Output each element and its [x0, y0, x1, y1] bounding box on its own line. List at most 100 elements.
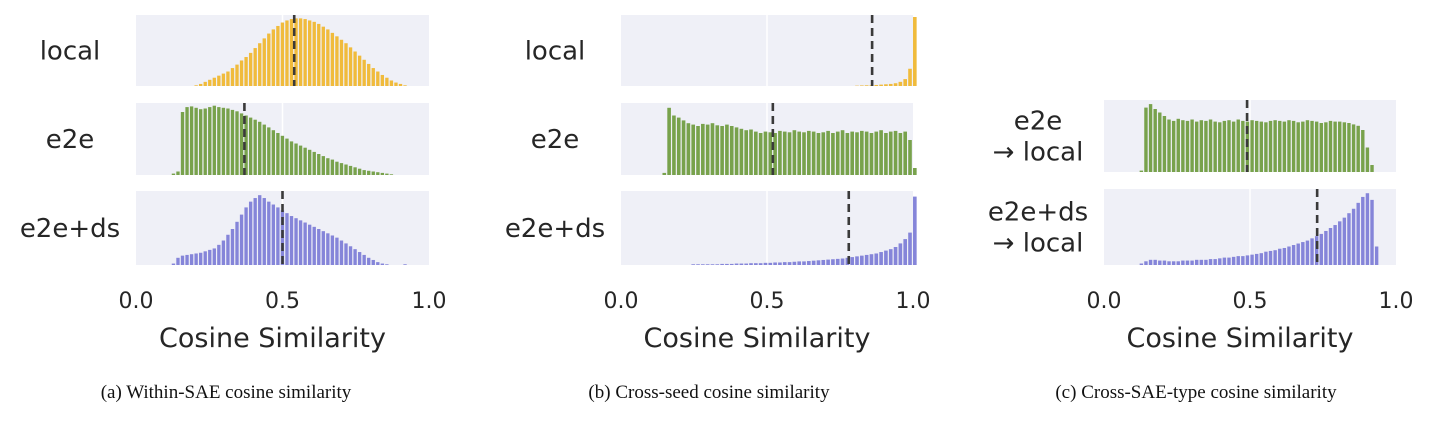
histogram-bar — [344, 164, 348, 175]
histogram-bar — [850, 257, 854, 265]
histogram-bar — [782, 131, 787, 175]
histogram-bar — [199, 252, 203, 265]
histogram-bar — [235, 111, 239, 175]
histogram-bar — [317, 23, 321, 86]
histogram-bar — [239, 60, 244, 86]
histogram-bar — [840, 130, 845, 175]
histogram-bar — [1148, 259, 1153, 265]
histogram-bar — [913, 168, 917, 175]
histogram-bar — [230, 229, 235, 265]
histogram-bar — [308, 224, 312, 265]
histogram-bar — [1144, 107, 1148, 172]
histogram-bar — [180, 112, 185, 175]
histogram-bar — [845, 257, 850, 265]
histogram-bar — [389, 174, 394, 175]
histogram-bar — [1190, 260, 1194, 265]
histogram-bar — [1374, 246, 1379, 265]
histogram-bar — [893, 130, 898, 175]
histogram-bar — [303, 147, 307, 175]
histogram-bar — [308, 20, 312, 87]
subplot-2: local e2e e2e+ds 0.0 0.5 1.0 Cosine Similarity… — [505, 15, 931, 403]
histogram-bar — [696, 126, 700, 175]
histogram-bar — [248, 201, 253, 265]
histogram-bar — [855, 256, 859, 265]
histogram-bar — [1273, 250, 1277, 265]
histogram-bar — [376, 262, 380, 265]
histogram-bar — [729, 263, 734, 265]
histogram-bar — [303, 19, 307, 86]
histogram-bar — [874, 84, 879, 86]
histogram-bar — [330, 32, 335, 86]
histogram-bar — [739, 263, 744, 265]
histogram-bar — [1314, 121, 1319, 172]
row-label: e2e — [531, 125, 580, 155]
histogram-bar — [1204, 259, 1208, 265]
histogram-bar — [208, 249, 212, 265]
row-label: local — [525, 37, 586, 67]
histogram-bar — [1370, 199, 1374, 265]
x-tick-label: 1.0 — [896, 289, 931, 314]
histogram-bar — [194, 253, 198, 265]
histogram-bar — [244, 115, 248, 175]
histogram-bar — [394, 82, 398, 86]
histogram-bar — [1310, 238, 1314, 265]
histogram-bar — [1301, 242, 1305, 265]
histogram-bar — [860, 255, 864, 265]
histogram-bar — [739, 128, 744, 175]
histogram-row: e2e+ds — [505, 191, 917, 265]
histogram-bar — [335, 161, 339, 175]
histogram-bar — [253, 48, 257, 86]
histogram-bar — [729, 126, 734, 175]
histogram-bar — [1305, 120, 1310, 172]
histogram-bar — [1195, 121, 1199, 172]
histogram-bar — [773, 262, 777, 265]
histogram-bar — [1328, 228, 1333, 265]
histogram-bar — [696, 264, 700, 265]
histogram-bar — [864, 131, 869, 175]
histogram-bar — [398, 83, 403, 86]
histogram-bar — [258, 43, 262, 86]
histogram-bar — [840, 258, 845, 265]
histogram-bar — [221, 240, 226, 265]
histogram-bar — [1278, 248, 1282, 265]
histogram-bar — [681, 120, 686, 175]
histogram-bar — [285, 213, 289, 265]
histogram-bar — [893, 247, 898, 265]
histogram-bar — [845, 133, 850, 175]
histogram-bar — [1231, 256, 1236, 265]
histogram-bar — [1254, 120, 1259, 172]
histogram-bar — [1236, 119, 1240, 172]
histogram-bar — [1338, 121, 1342, 172]
histogram-bar — [1268, 250, 1273, 265]
histogram-bar — [744, 130, 749, 175]
histogram-bar — [348, 165, 353, 175]
histogram-bar — [1213, 259, 1217, 265]
histogram-bar — [1361, 196, 1365, 265]
histogram-bar — [884, 84, 888, 87]
histogram-bar — [171, 173, 176, 175]
histogram-bar — [221, 73, 226, 86]
histogram-bar — [1296, 243, 1300, 265]
histogram-bar — [317, 229, 321, 265]
histogram-bar — [749, 263, 753, 265]
histogram-bar — [276, 133, 280, 175]
histogram-row: e2e — [531, 103, 917, 175]
x-axis-title: Cosine Similarity — [1127, 323, 1354, 354]
histogram-bar — [811, 260, 816, 265]
histogram-bar — [715, 264, 720, 265]
histogram-bar — [864, 254, 869, 265]
histogram-bar — [226, 108, 230, 175]
histogram-bar — [874, 131, 879, 175]
histogram-bar — [330, 159, 335, 175]
histogram-bar — [339, 39, 344, 86]
histogram-bar — [1296, 122, 1300, 172]
histogram-bar — [276, 25, 280, 86]
histogram-bar — [782, 262, 787, 265]
histogram-bar — [171, 263, 176, 265]
row-label: e2e+ds — [505, 214, 605, 244]
histogram-bar — [176, 257, 180, 265]
histogram-bar — [1227, 257, 1231, 265]
histogram-bar — [816, 133, 821, 175]
histogram-bar — [344, 243, 348, 265]
histogram-bar — [208, 107, 212, 175]
